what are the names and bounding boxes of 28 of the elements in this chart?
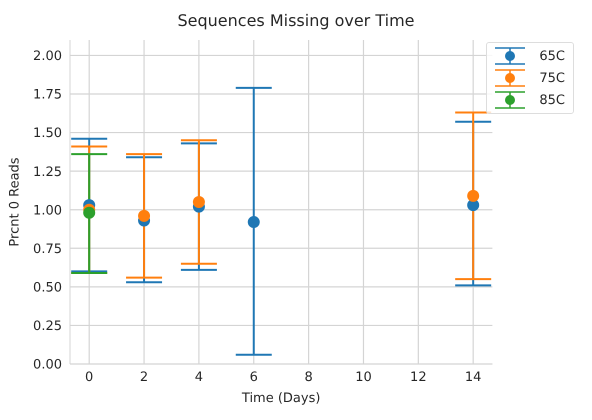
x-axis-title: Time (Days) <box>240 391 320 406</box>
point <box>192 196 205 208</box>
legend-label: 75C <box>539 70 565 86</box>
legend-label: 65C <box>539 48 565 64</box>
x-tick-label: 4 <box>194 370 204 386</box>
y-tick-label: 0.00 <box>33 358 62 373</box>
chart-title: Sequences Missing over Time <box>176 10 416 32</box>
x-tick-label: 6 <box>250 370 258 386</box>
y-tick-label: 1.75 <box>33 88 62 103</box>
x-tick-label: 2 <box>140 370 148 386</box>
y-tick-label: 1.00 <box>33 203 62 218</box>
x-tick-label: 8 <box>304 370 313 386</box>
y-tick-label: 0.75 <box>33 242 62 257</box>
point <box>138 210 150 222</box>
point <box>83 206 96 219</box>
x-tick-label: 14 <box>464 370 482 386</box>
x-tick-label: 12 <box>410 370 427 386</box>
x-tick-label: 0 <box>85 370 94 386</box>
y-tick-label: 1.25 <box>33 164 62 180</box>
y-tick-label: 0.50 <box>33 280 62 296</box>
y-axis-title: Prcnt 0 Reads <box>8 157 23 247</box>
y-tick-label: 2.00 <box>33 49 62 64</box>
y-tick-label: 1.50 <box>33 126 62 142</box>
point <box>248 216 260 228</box>
y-tick-label: 0.25 <box>33 319 62 334</box>
legend-label: 85C <box>539 92 565 108</box>
point <box>467 190 480 202</box>
x-tick-label: 10 <box>355 370 372 386</box>
